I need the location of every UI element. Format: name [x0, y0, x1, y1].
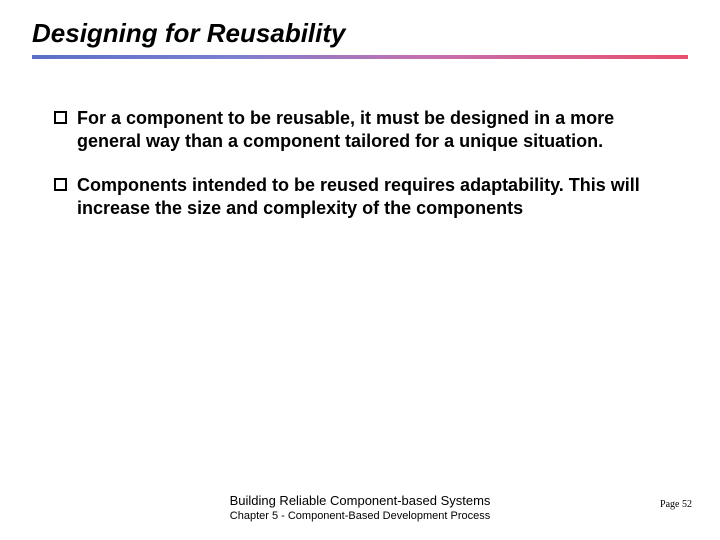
slide-title: Designing for Reusability	[32, 18, 688, 49]
page-number: Page 52	[660, 499, 692, 510]
bullet-item: Components intended to be reused require…	[54, 174, 672, 221]
bullet-item: For a component to be reusable, it must …	[54, 107, 672, 154]
footer: Building Reliable Component-based System…	[230, 493, 491, 522]
footer-title: Building Reliable Component-based System…	[230, 493, 491, 508]
bullet-text: For a component to be reusable, it must …	[77, 107, 672, 154]
title-underline	[32, 55, 688, 59]
slide-container: Designing for Reusability For a componen…	[0, 0, 720, 540]
footer-subtitle: Chapter 5 - Component-Based Development …	[230, 510, 491, 522]
bullet-square-icon	[54, 111, 67, 124]
bullet-text: Components intended to be reused require…	[77, 174, 672, 221]
bullet-square-icon	[54, 178, 67, 191]
content-area: For a component to be reusable, it must …	[32, 107, 688, 221]
